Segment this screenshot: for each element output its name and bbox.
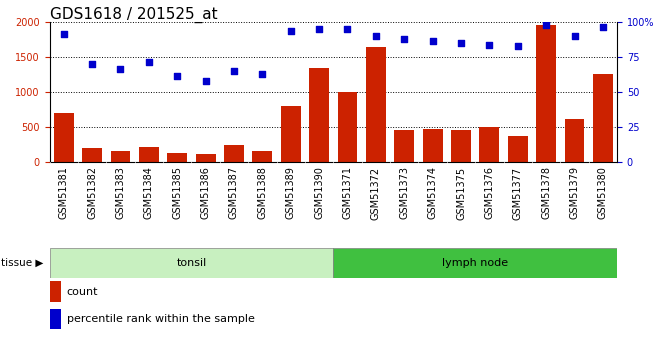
Point [172, 73, 182, 78]
Text: tissue ▶: tissue ▶ [1, 258, 43, 268]
Bar [479, 127, 500, 162]
Bar [337, 92, 358, 162]
Point [512, 43, 523, 49]
Bar [195, 155, 216, 162]
Bar [50, 248, 333, 278]
Bar [394, 130, 414, 162]
Point [86, 61, 98, 67]
Text: tonsil: tonsil [176, 258, 207, 268]
Text: GSM51385: GSM51385 [172, 166, 182, 219]
Bar [508, 136, 528, 162]
Bar [139, 147, 159, 162]
Bar [333, 248, 617, 278]
Point [257, 71, 268, 77]
Text: GSM51380: GSM51380 [598, 166, 608, 219]
Text: GSM51374: GSM51374 [428, 166, 438, 219]
Text: GSM51379: GSM51379 [570, 166, 579, 219]
Bar [280, 106, 301, 162]
Text: GSM51377: GSM51377 [513, 166, 523, 219]
Text: GSM51382: GSM51382 [87, 166, 97, 219]
Point [285, 28, 296, 33]
Bar [564, 119, 585, 162]
Text: GSM51388: GSM51388 [257, 166, 267, 219]
Bar [366, 47, 386, 162]
Text: GSM51386: GSM51386 [201, 166, 211, 219]
Point [569, 33, 579, 39]
Point [427, 38, 438, 43]
Text: GSM51375: GSM51375 [456, 166, 466, 219]
Text: GSM51384: GSM51384 [144, 166, 154, 219]
Bar [422, 129, 443, 162]
Text: lymph node: lymph node [442, 258, 508, 268]
Point [370, 33, 381, 39]
Bar [224, 145, 244, 162]
Bar [167, 153, 187, 162]
Point [541, 22, 551, 28]
Bar [536, 24, 556, 162]
Text: GDS1618 / 201525_at: GDS1618 / 201525_at [50, 7, 217, 23]
Bar [309, 68, 329, 162]
Point [399, 37, 409, 42]
Bar [252, 151, 273, 162]
Text: GSM51371: GSM51371 [343, 166, 352, 219]
Point [484, 42, 495, 48]
Point [143, 59, 154, 64]
Bar [110, 151, 131, 162]
Text: GSM51390: GSM51390 [314, 166, 324, 219]
Text: count: count [67, 287, 98, 296]
Point [314, 27, 324, 32]
Point [200, 78, 211, 84]
Text: GSM51378: GSM51378 [541, 166, 551, 219]
Point [455, 41, 466, 46]
Point [115, 66, 125, 71]
Text: GSM51376: GSM51376 [484, 166, 494, 219]
Bar [53, 113, 74, 162]
Point [342, 27, 352, 32]
Text: GSM51387: GSM51387 [229, 166, 239, 219]
Text: GSM51381: GSM51381 [59, 166, 69, 219]
Bar [82, 148, 102, 162]
Text: GSM51373: GSM51373 [399, 166, 409, 219]
Point [58, 31, 69, 36]
Text: GSM51383: GSM51383 [115, 166, 125, 219]
Bar [451, 130, 471, 162]
Text: percentile rank within the sample: percentile rank within the sample [67, 314, 255, 324]
Point [228, 69, 239, 74]
Text: GSM51372: GSM51372 [371, 166, 381, 219]
Text: GSM51389: GSM51389 [286, 166, 296, 219]
Bar [593, 74, 613, 162]
Point [597, 24, 608, 29]
